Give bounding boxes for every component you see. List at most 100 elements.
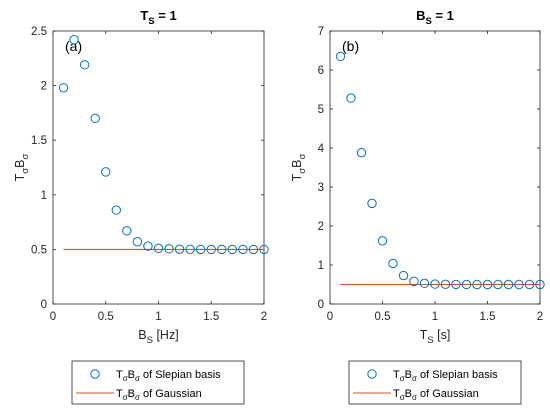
y-axis-label-main: T [290, 173, 304, 181]
x-tick-label: 1.5 [203, 311, 219, 323]
x-tick-label: 2 [261, 311, 267, 323]
chart-title: BS = 1 [416, 8, 454, 27]
x-axis-label-sub: S [427, 335, 433, 346]
y-tick-label: 1 [318, 260, 324, 272]
slepian-data-point [58, 83, 69, 93]
y-tick-label: 0 [41, 299, 47, 311]
slepian-data-point [143, 241, 153, 251]
slepian-data-point [514, 279, 524, 290]
slepian-data-point [482, 279, 493, 290]
x-axis-label: TS [s] [420, 328, 451, 346]
legend-text-sub: σ [412, 393, 417, 402]
y-axis-label: TσBσ [290, 154, 308, 182]
legend-circle-marker [90, 369, 100, 379]
y-tick-label: 0 [318, 299, 324, 311]
x-tick-label: 0.5 [375, 311, 391, 323]
legend-text-rest: of Slepian basis [140, 369, 221, 381]
slepian-data-point [398, 270, 409, 281]
slepian-data-point [493, 279, 503, 290]
x-tick-label: 1 [155, 311, 161, 323]
slepian-data-point [440, 279, 451, 290]
x-axis-label-rest: [s] [434, 328, 451, 342]
x-axis-label: BS [Hz] [138, 328, 178, 346]
panel-label: (b) [342, 38, 359, 54]
slepian-data-point [217, 244, 227, 255]
y-axis-label-sub: σ [297, 168, 308, 174]
y-tick-label: 4 [318, 143, 325, 155]
slepian-data-point [248, 244, 259, 255]
legend-text-sub: σ [412, 374, 417, 383]
slepian-data-point [346, 93, 356, 103]
legend-entry-label: TσBσ of Slepian basis [116, 369, 221, 383]
chart-title-main: T [140, 8, 148, 23]
slepian-data-point [335, 51, 346, 62]
x-tick-label: 0 [327, 311, 333, 323]
panel-label: (a) [65, 38, 82, 54]
slepian-data-point [388, 258, 398, 269]
x-tick-label: 1.5 [480, 311, 496, 323]
x-axis-label-main: B [138, 328, 146, 342]
slepian-data-point [377, 236, 388, 246]
plot-area-frame [329, 30, 541, 305]
slepian-data-point [419, 278, 430, 289]
slepian-data-point [472, 279, 482, 290]
y-tick-label: 2.5 [31, 26, 47, 38]
slepian-data-point [69, 35, 79, 45]
chart-title-sub: S [426, 16, 432, 27]
slepian-data-point [259, 244, 269, 255]
slepian-data-point [461, 279, 472, 290]
slepian-data-point [196, 244, 206, 255]
legend-text-main: T [116, 388, 123, 400]
slepian-data-point [132, 237, 143, 247]
y-tick-label: 7 [318, 26, 324, 38]
y-axis-label-sub: σ [297, 154, 308, 160]
chart-title: TS = 1 [140, 8, 176, 27]
slepian-data-point [206, 244, 216, 255]
legend-text-main: T [116, 369, 123, 381]
y-tick-label: 0.5 [31, 244, 47, 256]
slepian-data-point [535, 279, 545, 290]
x-axis-label-rest: [Hz] [153, 328, 179, 342]
legend-frame [348, 360, 522, 405]
legend-text-main: T [393, 369, 400, 381]
y-tick-label: 6 [318, 65, 324, 77]
x-tick-label: 0 [50, 311, 56, 323]
legend-entry-label: TσBσ of Gaussian [116, 388, 202, 402]
y-tick-label: 1 [41, 190, 47, 202]
slepian-data-point [227, 244, 238, 255]
legend-text-sub: σ [400, 393, 405, 402]
legend-text-main: T [393, 388, 400, 400]
slepian-data-point [111, 205, 122, 215]
y-axis-label: TσBσ [13, 154, 31, 182]
legend-text-sub: σ [135, 393, 140, 402]
legend-text-mid: B [405, 388, 412, 400]
legend-circle-marker [367, 369, 377, 379]
y-axis-label-main: T [13, 173, 27, 181]
legend-text-rest: of Slepian basis [417, 369, 498, 381]
chart-title-sub: S [148, 16, 154, 27]
y-tick-label: 2 [318, 221, 324, 233]
slepian-data-point [238, 244, 248, 255]
slepian-data-point [409, 276, 419, 287]
x-tick-label: 2 [537, 311, 543, 323]
legend-entry-label: TσBσ of Gaussian [393, 388, 479, 402]
legend-text-sub: σ [123, 393, 128, 402]
chart-title-rest: = 1 [432, 8, 454, 23]
y-tick-label: 1.5 [31, 135, 47, 147]
slepian-data-point [503, 279, 514, 290]
legend-entry-label: TσBσ of Slepian basis [393, 369, 498, 383]
y-axis-label-mid: B [290, 160, 304, 168]
slepian-data-point [79, 60, 90, 70]
legend-frame [71, 360, 245, 405]
legend-text-rest: of Gaussian [417, 388, 479, 400]
slepian-data-point [524, 279, 535, 290]
legend-text-mid: B [128, 369, 135, 381]
x-tick-label: 0.5 [98, 311, 114, 323]
legend-text-sub: σ [123, 374, 128, 383]
slepian-data-point [451, 279, 461, 290]
slepian-data-point [185, 244, 195, 254]
legend-text-sub: σ [400, 374, 405, 383]
y-axis-label-mid: B [13, 160, 27, 168]
